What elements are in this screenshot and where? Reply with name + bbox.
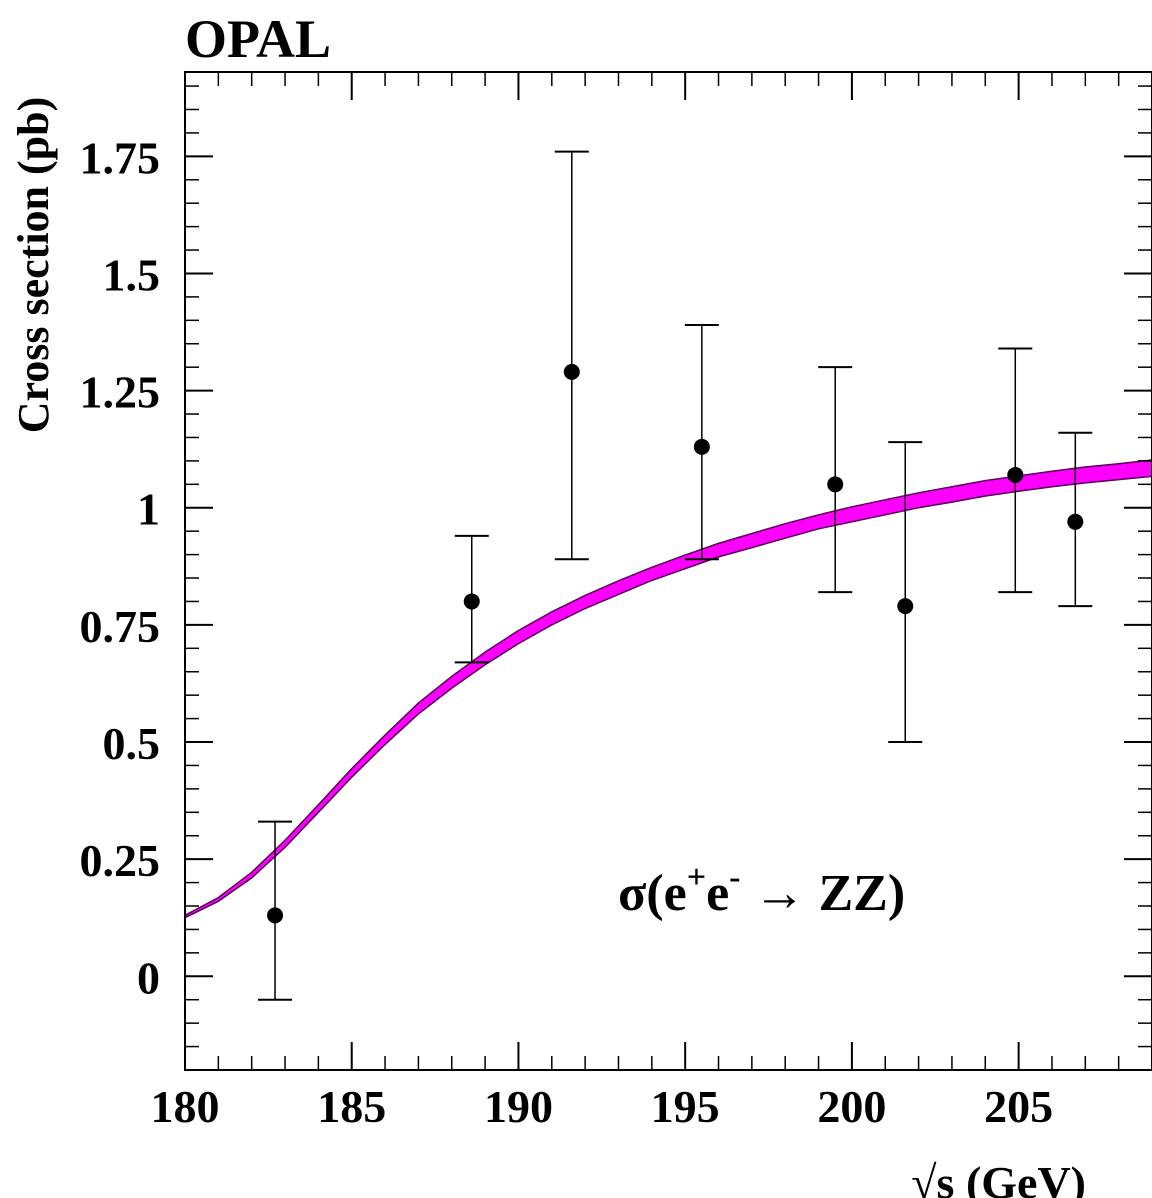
- ticks-layer: 0 0.25 0.5 0.75 1 1.25 1.5 1.75 180 185 190 195 200 2…: [80, 72, 1152, 1132]
- x-tick-label: 180: [151, 1081, 220, 1132]
- data-point-6: [888, 441, 923, 744]
- x-tick-label: 185: [317, 1081, 386, 1132]
- data-point-2: [454, 534, 489, 664]
- data-marker: [693, 438, 710, 455]
- annotation-plus: +: [687, 859, 706, 896]
- y-axis-label: Cross section (pb): [9, 97, 58, 434]
- annotation-minus: -: [729, 859, 740, 896]
- data-marker: [463, 593, 480, 610]
- data-point-4: [684, 324, 719, 561]
- points-layer: [258, 150, 1093, 1001]
- data-marker: [827, 476, 844, 493]
- y-tick-label: 0.5: [103, 718, 161, 769]
- data-point-7: [998, 347, 1033, 594]
- x-tick-label: 195: [651, 1081, 720, 1132]
- data-marker: [267, 907, 284, 924]
- y-tick-label: 1: [137, 484, 160, 535]
- chart-title: OPAL: [185, 9, 331, 69]
- x-tick-label: 205: [984, 1081, 1053, 1132]
- x-tick-label: 200: [817, 1081, 886, 1132]
- data-marker: [1007, 466, 1024, 483]
- plot-frame: [184, 71, 1152, 1071]
- theory-band: [185, 459, 1152, 919]
- y-tick-label: 1.75: [80, 132, 161, 183]
- annotation-sigma: σ(e: [618, 865, 687, 922]
- data-marker: [1067, 513, 1084, 530]
- data-point-1: [258, 820, 293, 1001]
- data-point-5: [818, 366, 853, 594]
- x-tick-label: 190: [484, 1081, 553, 1132]
- y-tick-label: 1.25: [80, 367, 161, 418]
- annotation-arrow: → ZZ): [740, 865, 905, 922]
- data-point-3: [554, 150, 589, 561]
- data-marker: [563, 363, 580, 380]
- y-tick-label: 0.75: [80, 601, 161, 652]
- reaction-annotation: σ(e+e- → ZZ): [618, 859, 905, 922]
- annotation-e: e: [706, 865, 729, 922]
- y-tick-label: 0: [137, 952, 160, 1003]
- data-marker: [897, 598, 914, 615]
- x-axis-label: √s (GeV): [911, 1157, 1086, 1198]
- y-tick-label: 1.5: [103, 249, 161, 300]
- y-tick-label: 0.25: [80, 835, 161, 886]
- data-point-8: [1058, 431, 1093, 608]
- band-layer: [185, 459, 1152, 919]
